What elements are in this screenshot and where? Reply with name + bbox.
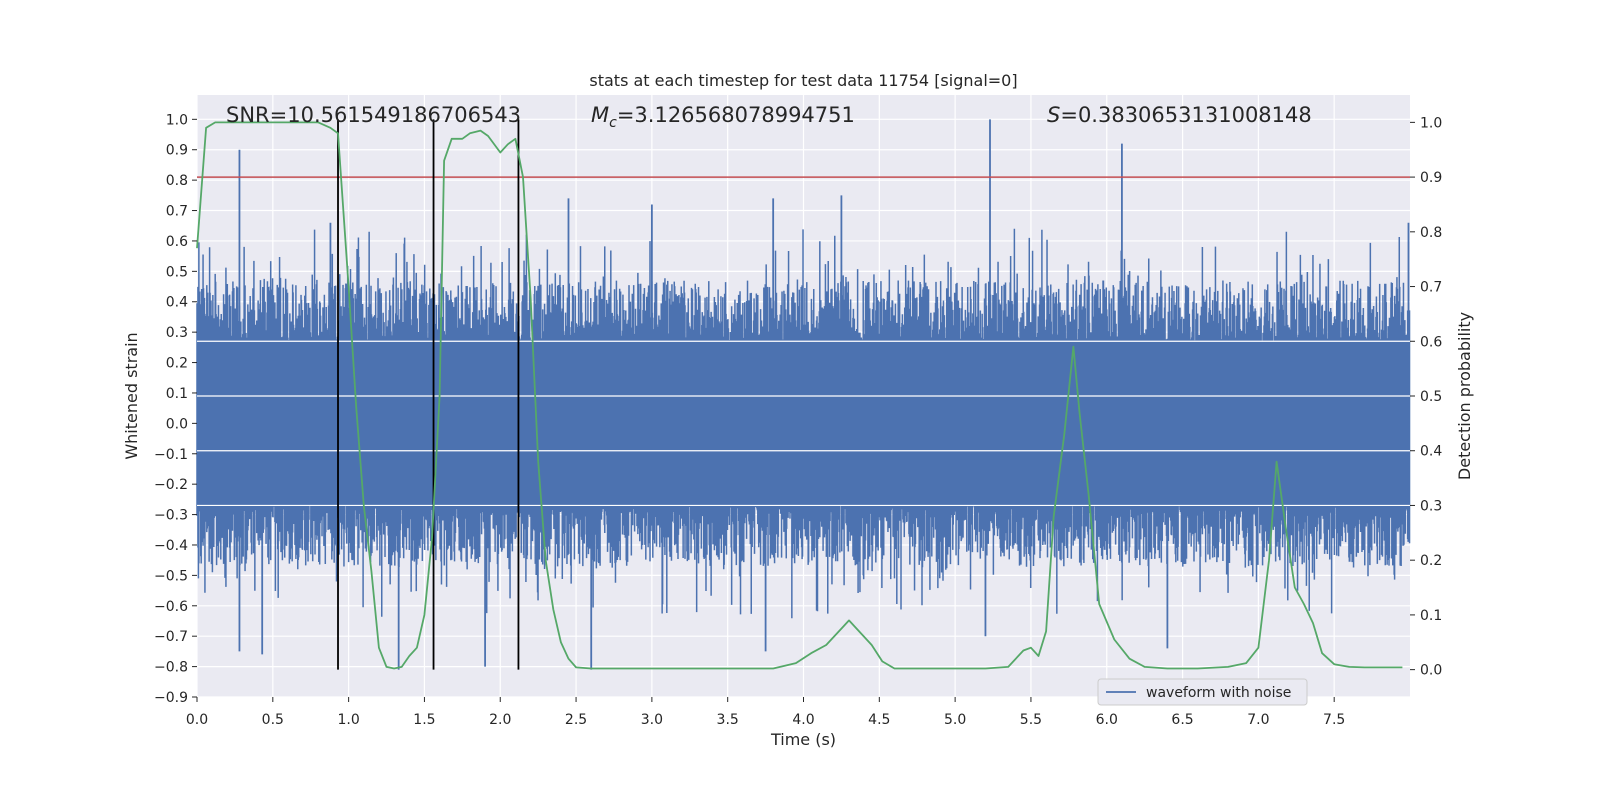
x-tick-label: 4.5 [868,712,890,728]
y-left-tick-label: −0.4 [154,538,188,554]
y-left-tick-label: −0.8 [154,660,188,676]
y-left-tick-label: 0.2 [166,356,188,372]
x-tick-label: 6.0 [1096,712,1118,728]
y-right-tick-label: 0.9 [1420,170,1442,186]
x-tick-label: 1.0 [337,712,359,728]
x-tick-label: 5.0 [944,712,966,728]
x-axis-ticks: 0.0 0.5 1.0 1.5 2.0 2.5 3.0 3.5 4.0 4.5 5.0 5.5 6.0 6… [186,697,1345,728]
y-left-tick-label: 0.3 [166,325,188,341]
y-right-tick-label: 0.5 [1420,389,1442,405]
detection-probability-line [196,121,1403,670]
y-right-tick-label: 0.0 [1420,663,1442,679]
x-tick-label: 2.0 [489,712,511,728]
legend: waveform with noise [1097,678,1308,706]
mc-value: =3.126568078994751 [617,103,855,127]
y-left-tick-label: 0.0 [166,416,188,432]
x-tick-label: 4.0 [792,712,814,728]
y-left-tick-label: −0.7 [154,629,188,645]
y-left-tick-label: 0.9 [166,143,188,159]
y-right-axis-ticks: 1.0 0.9 0.8 0.7 0.6 0.5 0.4 0.3 0.2 0.1 0.0 [1410,115,1442,679]
s-symbol: S [1047,103,1060,127]
x-tick-label: 3.0 [641,712,663,728]
legend-entry: waveform with noise [1146,685,1291,701]
y-left-tick-label: 0.7 [166,204,188,220]
y-right-tick-label: 0.4 [1420,444,1442,460]
legend-box [1097,678,1308,706]
x-tick-label: 7.0 [1247,712,1269,728]
y-left-axis-label: Whitened strain [122,332,141,459]
snr-annotation: SNR=10.561549186706543 [226,103,521,127]
x-tick-label: 1.5 [413,712,435,728]
y-right-tick-label: 0.3 [1420,498,1442,514]
y-left-tick-label: 0.5 [166,264,188,280]
y-left-tick-label: −0.1 [154,447,188,463]
waveform-series [196,119,1411,670]
y-right-tick-label: 0.1 [1420,608,1442,624]
y-right-tick-label: 1.0 [1420,115,1442,131]
probability-series [196,121,1403,670]
mc-subscript: c [609,115,617,131]
waveform-core-band [197,341,1410,506]
y-left-tick-label: 0.1 [166,386,188,402]
y-left-tick-label: 1.0 [166,112,188,128]
y-left-tick-label: −0.3 [154,508,188,524]
y-left-tick-label: 0.6 [166,234,188,250]
y-right-tick-label: 0.6 [1420,334,1442,350]
x-tick-label: 0.5 [262,712,284,728]
s-annotation: S=0.3830653131008148 [1047,103,1312,127]
chart-title: stats at each timestep for test data 117… [589,71,1017,90]
y-right-tick-label: 0.2 [1420,553,1442,569]
y-left-tick-label: −0.2 [154,477,188,493]
y-left-tick-label: −0.9 [154,690,188,706]
y-right-tick-label: 0.8 [1420,225,1442,241]
x-axis-label: Time (s) [770,730,836,749]
y-left-tick-label: −0.5 [154,568,188,584]
y-left-tick-label: 0.8 [166,173,188,189]
y-left-tick-label: 0.4 [166,295,188,311]
x-tick-label: 5.5 [1020,712,1042,728]
mc-symbol: M [591,103,609,127]
y-right-axis-label: Detection probability [1455,312,1474,480]
overlay-lines [197,119,1410,670]
x-tick-label: 0.0 [186,712,208,728]
mc-annotation: Mc=3.126568078994751 [591,103,855,131]
y-left-axis-ticks: 1.0 0.9 0.8 0.7 0.6 0.5 0.4 0.3 0.2 0.1 0.0 −0.1 −0.… [154,112,197,706]
x-tick-label: 2.5 [565,712,587,728]
s-value: =0.3830653131008148 [1060,103,1311,127]
y-left-tick-label: −0.6 [154,599,188,615]
x-tick-label: 7.5 [1323,712,1345,728]
y-right-tick-label: 0.7 [1420,280,1442,296]
x-tick-label: 6.5 [1171,712,1193,728]
x-tick-label: 3.5 [717,712,739,728]
